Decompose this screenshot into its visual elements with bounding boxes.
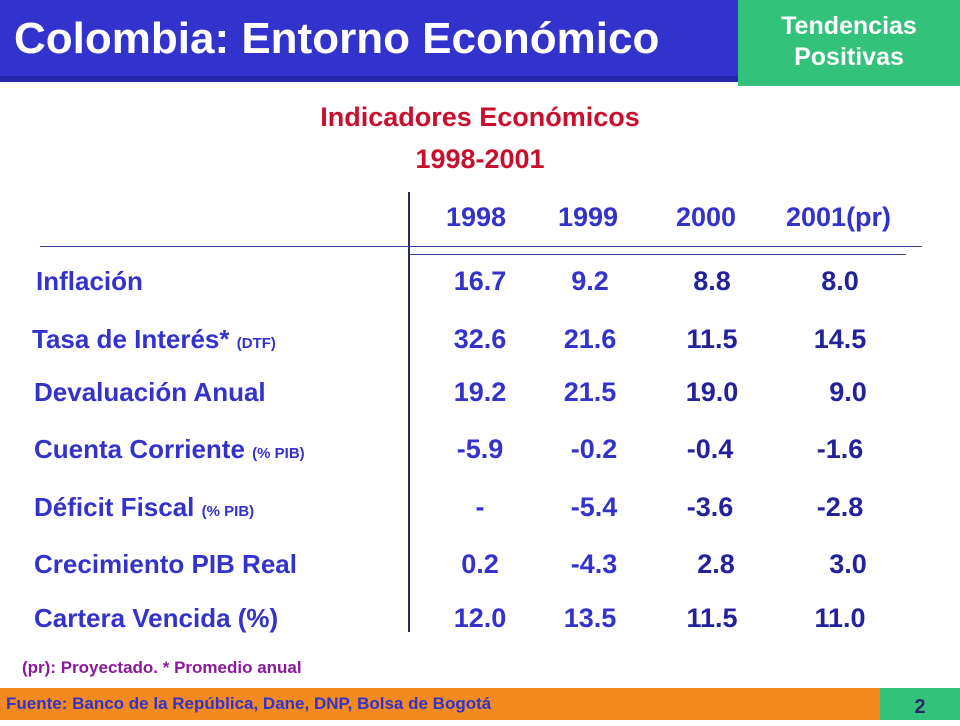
footnote: (pr): Proyectado. * Promedio anual bbox=[22, 658, 302, 677]
row-label-cuenta-corriente: Cuenta Corriente (% PIB) bbox=[34, 434, 305, 465]
page-number: 2 bbox=[880, 688, 960, 720]
year-header-1998: 1998 bbox=[446, 202, 507, 232]
row-label-devaluacion: Devaluación Anual bbox=[34, 377, 266, 408]
table-header-divider bbox=[40, 246, 922, 247]
title-bar bbox=[0, 0, 738, 82]
value-cell: 3.0 bbox=[829, 549, 867, 579]
row-label-cartera-vencida: Cartera Vencida (%) bbox=[34, 603, 278, 634]
value-cell: 19.2 bbox=[453, 377, 507, 407]
row-label-qualifier: (% PIB) bbox=[201, 503, 255, 520]
section-period: 1998-2001 bbox=[415, 144, 545, 174]
value-cell: 11.5 bbox=[686, 603, 738, 633]
value-cell: 16.7 bbox=[453, 266, 507, 296]
value-cell: 14.5 bbox=[813, 324, 867, 354]
value-cell: 19.0 bbox=[685, 377, 739, 407]
section-title: Indicadores Económicos bbox=[320, 102, 640, 132]
value-cell: 8.8 bbox=[693, 266, 731, 296]
value-cell: -0.4 bbox=[686, 434, 734, 464]
row-label-text: Devaluación Anual bbox=[34, 377, 266, 407]
title-bar-underline bbox=[0, 76, 738, 82]
table-header-divider-2 bbox=[410, 254, 906, 255]
table-vertical-divider bbox=[408, 192, 410, 632]
value-cell: 0.2 bbox=[461, 549, 499, 579]
badge-line-1: Tendencias bbox=[781, 12, 917, 40]
value-cell: 12.0 bbox=[453, 603, 507, 633]
badge-line-2: Positivas bbox=[794, 43, 904, 71]
row-label-text: Cuenta Corriente bbox=[34, 434, 245, 464]
value-cell: 32.6 bbox=[453, 324, 507, 354]
footer-bar: Fuente: Banco de la República, Dane, DNP… bbox=[0, 688, 880, 720]
value-cell: 9.2 bbox=[571, 266, 609, 296]
value-cell: 21.5 bbox=[563, 377, 617, 407]
trend-badge: Tendencias Positivas bbox=[738, 0, 960, 86]
row-label-inflacion: Inflación bbox=[36, 266, 143, 297]
value-cell: -3.6 bbox=[686, 492, 734, 522]
value-cell: -0.2 bbox=[570, 434, 618, 464]
value-cell: -1.6 bbox=[816, 434, 864, 464]
value-cell: 9.0 bbox=[829, 377, 867, 407]
row-label-text: Inflación bbox=[36, 266, 143, 296]
value-cell: -4.3 bbox=[570, 549, 618, 579]
row-label-text: Cartera Vencida (%) bbox=[34, 603, 279, 633]
value-cell: 11.5 bbox=[686, 324, 738, 354]
row-label-deficit-fiscal: Déficit Fiscal (% PIB) bbox=[34, 492, 254, 523]
value-cell: 2.8 bbox=[697, 549, 735, 579]
row-label-qualifier: (% PIB) bbox=[252, 445, 305, 462]
value-cell: -5.4 bbox=[570, 492, 618, 522]
year-header-2000: 2000 bbox=[676, 202, 737, 232]
value-cell: - bbox=[475, 492, 485, 522]
row-label-text: Déficit Fiscal bbox=[34, 492, 195, 522]
source-text: Fuente: Banco de la República, Dane, DNP… bbox=[6, 694, 492, 713]
year-header-2001: 2001(pr) bbox=[786, 202, 892, 232]
value-cell: -5.9 bbox=[456, 434, 504, 464]
value-cell: -2.8 bbox=[816, 492, 864, 522]
value-cell: 11.0 bbox=[814, 603, 866, 633]
value-cell: 8.0 bbox=[821, 266, 859, 296]
row-label-crecimiento-pib: Crecimiento PIB Real bbox=[34, 549, 297, 580]
row-label-text: Tasa de Interés* bbox=[32, 324, 230, 354]
row-label-text: Crecimiento PIB Real bbox=[34, 549, 297, 579]
value-cell: 21.6 bbox=[563, 324, 617, 354]
value-cell: 13.5 bbox=[563, 603, 617, 633]
slide-title: Colombia: Entorno Económico bbox=[14, 14, 660, 63]
row-label-tasa-interes: Tasa de Interés* (DTF) bbox=[32, 324, 276, 355]
year-header-1999: 1999 bbox=[558, 202, 619, 232]
row-label-qualifier: (DTF) bbox=[236, 335, 276, 352]
